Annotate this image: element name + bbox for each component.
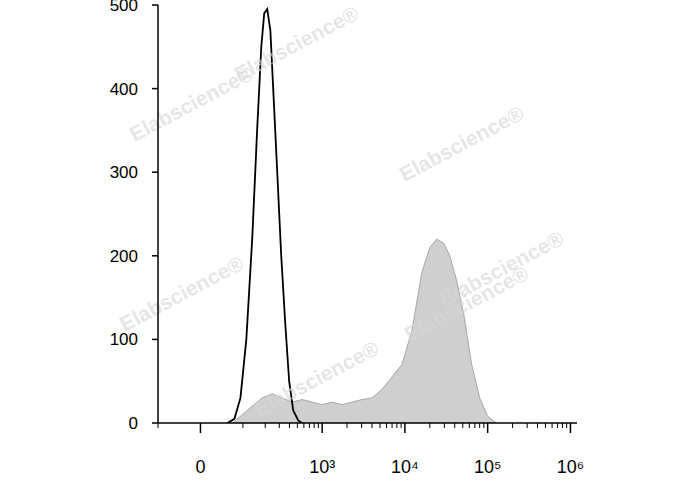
x-minor-tick	[462, 423, 463, 428]
x-minor-tick	[371, 423, 372, 428]
x-tick-label: 10⁶	[557, 457, 584, 477]
chart: Elabscience®Elabscience®Elabscience®Elab…	[0, 0, 688, 490]
watermark: Elabscience®	[251, 336, 383, 421]
x-minor-tick	[454, 423, 455, 428]
x-tick	[321, 423, 323, 433]
x-tick	[200, 423, 202, 433]
x-tick	[570, 423, 572, 433]
x-minor-tick	[469, 423, 470, 428]
y-tick	[152, 4, 158, 6]
x-minor-tick	[483, 423, 484, 428]
x-minor-tick	[289, 423, 290, 428]
x-minor-tick	[552, 423, 553, 428]
x-minor-tick	[512, 423, 513, 428]
y-tick-label: 500	[110, 0, 138, 15]
x-minor-tick	[444, 423, 445, 428]
y-tick	[152, 339, 158, 341]
x-minor-tick	[396, 423, 397, 428]
x-minor-tick	[314, 423, 315, 428]
x-minor-tick	[479, 423, 480, 428]
y-tick-label: 200	[110, 247, 138, 266]
x-minor-tick	[429, 423, 430, 428]
x-minor-tick	[242, 423, 243, 428]
stained-histogram	[233, 239, 497, 423]
y-tick	[152, 88, 158, 90]
x-minor-tick	[401, 423, 402, 428]
x-minor-tick	[527, 423, 528, 428]
x-minor-tick	[566, 423, 567, 428]
x-minor-tick	[386, 423, 387, 428]
watermark: Elabscience®	[126, 61, 258, 146]
x-minor-tick	[347, 423, 348, 428]
x-tick-label: 10³	[309, 457, 335, 477]
x-minor-tick	[562, 423, 563, 428]
x-tick-label: 10⁴	[391, 457, 419, 477]
watermark: Elabscience®	[401, 261, 533, 346]
y-tick	[152, 422, 158, 424]
x-minor-tick	[303, 423, 304, 428]
x-axis-line	[158, 422, 577, 424]
x-minor-tick	[158, 423, 159, 428]
x-minor-tick	[361, 423, 362, 428]
x-minor-tick	[545, 423, 546, 428]
y-tick-label: 100	[110, 330, 138, 349]
x-minor-tick	[279, 423, 280, 428]
y-tick	[152, 171, 158, 173]
y-tick-label: 300	[110, 163, 138, 182]
y-tick	[152, 255, 158, 257]
x-minor-tick	[297, 423, 298, 428]
x-minor-tick	[318, 423, 319, 428]
y-tick-label: 0	[129, 414, 138, 433]
x-minor-tick	[379, 423, 380, 428]
x-minor-tick	[474, 423, 475, 428]
y-tick-label: 400	[110, 80, 138, 99]
x-minor-tick	[265, 423, 266, 428]
x-tick-label: 0	[195, 457, 205, 477]
x-tick	[404, 423, 406, 433]
x-minor-tick	[392, 423, 393, 428]
x-minor-tick	[557, 423, 558, 428]
x-tick-label: 10⁵	[474, 457, 501, 477]
y-axis-line	[157, 5, 159, 423]
x-minor-tick	[309, 423, 310, 428]
watermark: Elabscience®	[396, 101, 528, 186]
x-minor-tick	[537, 423, 538, 428]
x-tick	[487, 423, 489, 433]
